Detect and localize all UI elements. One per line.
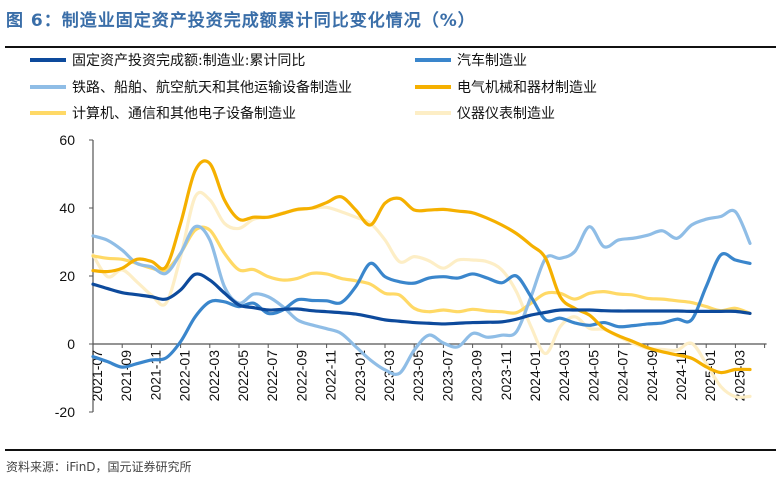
line-chart: 固定资产投资完成额:制造业:累计同比 汽车制造业铁路、船舶、航空航天和其他运输设备… (30, 52, 767, 420)
y-tick-label: -20 (55, 404, 75, 420)
legend-label: 计算机、通信和其他电子设备制造业 (72, 105, 296, 122)
x-tick-label: 2024-01 (527, 350, 543, 402)
legend-label: 汽车制造业 (457, 52, 527, 69)
x-tick-label: 2022-11 (323, 350, 339, 401)
y-tick-label: 60 (59, 132, 75, 148)
series-lines (91, 159, 752, 399)
x-tick-label: 2021-09 (118, 350, 134, 402)
x-tick-label: 2025-03 (731, 350, 747, 402)
legend-label: 电气机械和器材制造业 (457, 80, 597, 96)
x-tick-label: 2023-01 (352, 350, 368, 402)
y-tick-label: 0 (67, 336, 75, 352)
x-tick-label: 2022-03 (206, 350, 222, 402)
x-tick-label: 2023-07 (439, 350, 455, 402)
series-line (91, 159, 752, 375)
legend-item: 仪器仪表制造业 (415, 106, 555, 122)
legend-item: 铁路、船舶、航空航天和其他运输设备制造业 (30, 79, 352, 96)
x-tick-label: 2025-01 (702, 350, 718, 402)
y-tick-label: 40 (59, 200, 75, 216)
legend-label: 固定资产投资完成额:制造业:累计同比 (72, 53, 305, 69)
x-tick-label: 2023-09 (469, 350, 485, 402)
source-divider (5, 449, 776, 451)
chart-title: 图 6：制造业固定资产投资完成额累计同比变化情况（%） (6, 11, 476, 31)
x-tick-label: 2022-01 (177, 350, 193, 402)
series-line (91, 225, 752, 315)
x-tick-label: 2024-07 (615, 350, 631, 402)
x-tick-label: 2024-11 (673, 350, 689, 401)
legend-label: 铁路、船舶、航空航天和其他运输设备制造业 (72, 79, 352, 96)
series-line (91, 208, 752, 376)
x-tick-label: 2023-11 (498, 350, 514, 401)
x-tick-label: 2021-11 (147, 350, 163, 401)
x-tick-label: 2024-03 (556, 350, 572, 402)
legend-item: 固定资产投资完成额:制造业:累计同比 (30, 53, 305, 69)
legend: 固定资产投资完成额:制造业:累计同比 汽车制造业铁路、船舶、航空航天和其他运输设备… (30, 52, 597, 122)
series-line (91, 252, 752, 369)
x-tick-label: 2021-07 (89, 350, 105, 402)
series-line (91, 272, 752, 326)
legend-item: 汽车制造业 (415, 52, 527, 69)
x-tick-label: 2022-07 (264, 350, 280, 402)
x-tick-label: 2024-05 (585, 350, 601, 402)
x-tick-label: 2022-05 (235, 350, 251, 402)
y-tick-label: 20 (59, 268, 75, 284)
legend-item: 计算机、通信和其他电子设备制造业 (30, 105, 296, 122)
legend-item: 电气机械和器材制造业 (415, 80, 597, 96)
x-tick-label: 2024-09 (644, 350, 660, 402)
axes: 60 40 20 0 -20 2021-07 2021-09 2021-11 2022-01 20… (55, 132, 767, 420)
x-tick-label: 2023-05 (410, 350, 426, 402)
source-note: 资料来源：iFinD，国元证券研究所 (6, 460, 192, 474)
x-tick-label: 2023-03 (381, 350, 397, 402)
legend-label: 仪器仪表制造业 (457, 106, 555, 122)
title-divider (5, 46, 776, 48)
x-tick-label: 2022-09 (293, 350, 309, 402)
